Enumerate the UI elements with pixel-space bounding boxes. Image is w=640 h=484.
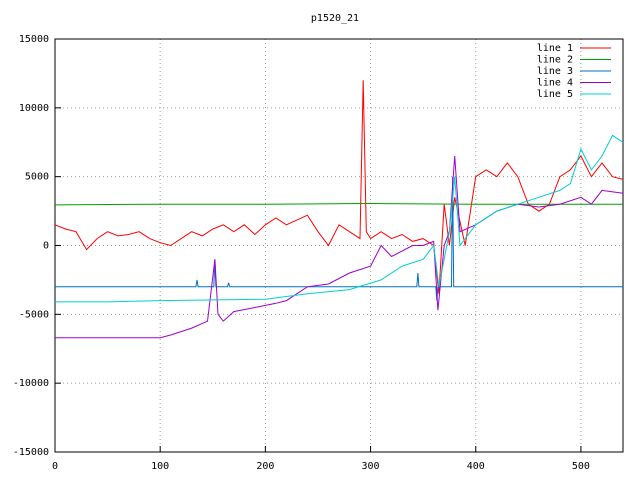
plot-frame (54, 38, 624, 453)
y-tick-label: 5000 (25, 172, 49, 183)
x-tick-label: 0 (52, 461, 58, 472)
chart-title: p1520_21 (311, 13, 359, 24)
y-tick-label: 0 (43, 241, 49, 252)
series-line (55, 134, 624, 303)
series-line (54, 80, 624, 294)
y-tick-label: -5000 (19, 309, 49, 320)
series-line (55, 176, 623, 301)
y-tick-label: 10000 (19, 103, 49, 114)
x-tick-label: 200 (256, 461, 274, 472)
legend-label: line 2 (537, 55, 573, 66)
series-line (54, 202, 623, 206)
legend-label: line 3 (537, 66, 573, 77)
series-line (55, 155, 624, 339)
y-tick-label: -10000 (13, 378, 49, 389)
y-tick-label: -15000 (13, 447, 49, 458)
x-tick-label: 400 (467, 461, 485, 472)
y-tick-label: 15000 (19, 34, 49, 45)
legend-label: line 5 (537, 89, 573, 100)
x-tick-label: 100 (151, 461, 169, 472)
legend-label: line 4 (537, 78, 573, 89)
x-tick-label: 500 (572, 461, 590, 472)
x-tick-label: 300 (362, 461, 380, 472)
legend-label: line 1 (537, 43, 573, 54)
